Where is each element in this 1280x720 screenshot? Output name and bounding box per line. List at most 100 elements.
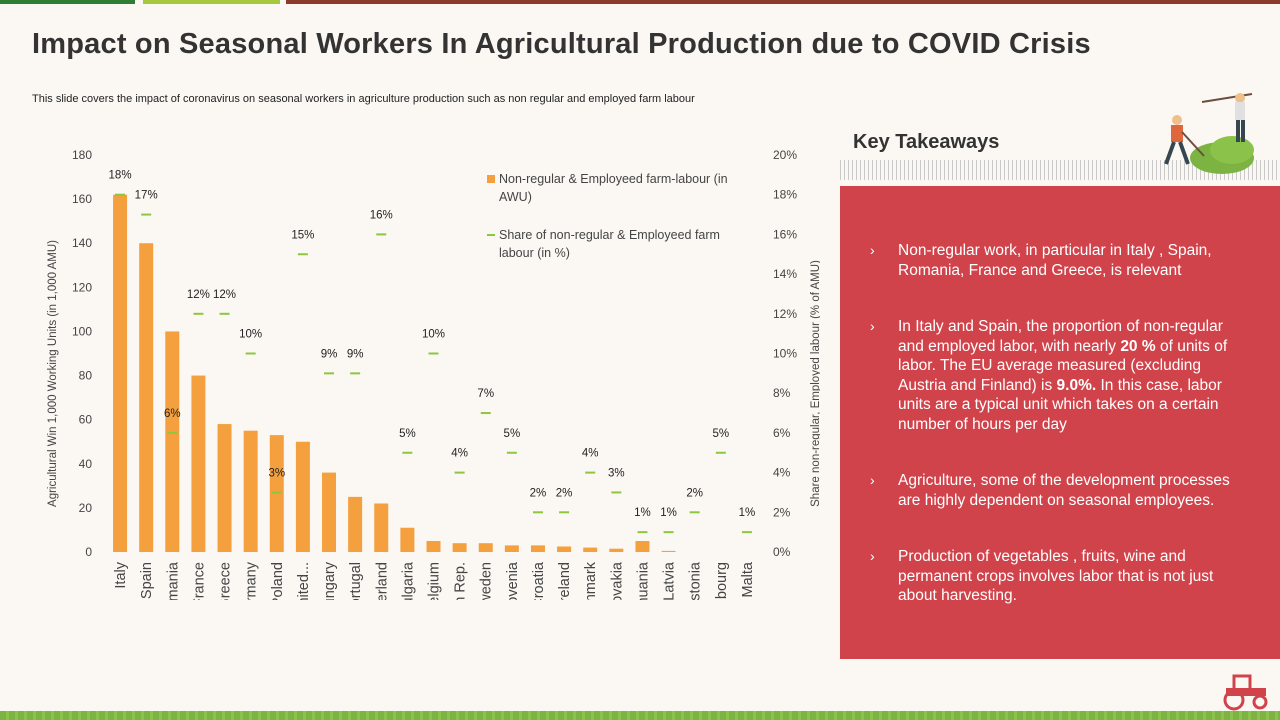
top-accent-bar-brown: [286, 0, 1280, 4]
x-tick-label: Germany: [244, 561, 260, 600]
y2-tick-label: 10%: [773, 347, 797, 361]
y2-tick-label: 18%: [773, 188, 797, 202]
y2-tick-label: 6%: [773, 426, 791, 440]
x-tick-label: France: [191, 562, 207, 600]
takeaway-text: Non-regular work, in particular in Italy…: [898, 242, 1212, 279]
data-label: 16%: [370, 209, 393, 221]
takeaway-text: Agriculture, some of the development pro…: [898, 472, 1230, 509]
x-tick-label: Czech Rep.: [453, 562, 469, 600]
bar: [139, 243, 154, 552]
chevron-right-icon: ›: [870, 472, 875, 488]
y2-tick-label: 20%: [773, 148, 797, 162]
y-tick-label: 20: [79, 501, 93, 515]
y-tick-label: 140: [72, 236, 92, 250]
data-label: 12%: [187, 289, 210, 301]
data-label: 9%: [347, 348, 364, 360]
y2-tick-label: 12%: [773, 307, 797, 321]
x-tick-label: Bulgaria: [400, 561, 416, 600]
x-tick-label: Poland: [270, 562, 286, 600]
data-label: 6%: [164, 408, 181, 420]
data-label: 10%: [422, 329, 445, 341]
data-label: 3%: [268, 467, 285, 479]
bar: [217, 424, 232, 552]
data-label: 12%: [213, 289, 236, 301]
legend-label-bar: Non-regular & Employeed farm-labour (in A…: [499, 172, 728, 204]
data-label: 7%: [477, 388, 494, 400]
data-label: 4%: [451, 448, 468, 460]
takeaway-item: › In Italy and Spain, the proportion of …: [870, 317, 1242, 434]
x-tick-label: Croatia: [531, 561, 547, 600]
y-tick-label: 0: [85, 545, 92, 559]
bar: [165, 331, 180, 552]
tractor-icon: [1223, 674, 1268, 711]
y-tick-label: 60: [79, 413, 93, 427]
legend-label-marker: Share of non-regular & Employeed farm lab…: [499, 228, 720, 260]
data-label: 3%: [608, 467, 625, 479]
bar: [504, 545, 519, 552]
y2-tick-label: 14%: [773, 267, 797, 281]
data-label: 1%: [634, 507, 651, 519]
x-tick-label: Belgium: [427, 562, 443, 600]
x-tick-label: Estonia: [688, 561, 704, 600]
y2-axis-title: Share non-regular, Employed labour (% of…: [810, 260, 820, 507]
bar: [295, 441, 310, 552]
legend-swatch-bar: [487, 175, 495, 183]
x-tick-label: Italy: [113, 561, 129, 588]
data-label: 18%: [109, 170, 132, 182]
bar: [452, 543, 467, 552]
x-tick-label: Slovenia: [505, 561, 521, 600]
x-tick-label: Spain: [139, 562, 155, 599]
bar: [478, 543, 493, 552]
data-label: 5%: [399, 428, 416, 440]
bar: [191, 375, 206, 552]
data-label: 2%: [556, 487, 573, 499]
top-accent-bar-green: [0, 0, 135, 4]
x-tick-label: United...: [296, 562, 312, 600]
y-tick-label: 80: [79, 369, 93, 383]
chevron-right-icon: ›: [870, 242, 875, 258]
y-tick-label: 100: [72, 324, 92, 338]
y2-tick-label: 0%: [773, 545, 791, 559]
takeaway-text: In Italy and Spain, the proportion of no…: [898, 318, 1228, 433]
farmer-illustration-icon: [1164, 93, 1254, 174]
bar: [426, 540, 441, 552]
bar: [661, 550, 676, 552]
data-label: 1%: [660, 507, 677, 519]
x-tick-label: Netherland: [374, 562, 390, 600]
top-accent-bar-lime: [143, 0, 280, 4]
data-label: 17%: [135, 190, 158, 202]
x-tick-label: Slovakia: [609, 561, 625, 600]
bar: [113, 194, 128, 552]
bar: [400, 527, 415, 552]
slide-title: Impact on Seasonal Workers In Agricultur…: [32, 28, 1091, 60]
chevron-right-icon: ›: [870, 318, 875, 334]
y-axis-title: Agricultural Win 1,000 Working Units (in…: [47, 240, 59, 507]
takeaway-item: › Non-regular work, in particular in Ita…: [870, 241, 1242, 280]
y2-tick-label: 8%: [773, 386, 791, 400]
hatch-divider: [840, 160, 1280, 180]
data-label: 5%: [504, 428, 521, 440]
x-tick-label: Sweden: [479, 562, 495, 600]
data-label: 9%: [321, 348, 338, 360]
takeaway-text: Production of vegetables , fruits, wine …: [898, 548, 1214, 604]
y-tick-label: 160: [72, 192, 92, 206]
x-tick-label: Romania: [165, 561, 181, 600]
y2-tick-label: 16%: [773, 227, 797, 241]
bar: [583, 547, 598, 552]
bar-chart: 0 20 40 60 80 100 120 140 160 180 0% 2% 4% 6% 8% 10% 12%…: [47, 148, 820, 600]
slide-subtitle: This slide covers the impact of coronavi…: [32, 93, 695, 105]
bar: [243, 430, 258, 552]
bar: [322, 472, 337, 552]
data-label: 4%: [582, 448, 599, 460]
x-tick-label: Ireland: [557, 562, 573, 600]
x-tick-label: Denmark: [583, 561, 599, 600]
bar: [269, 435, 284, 552]
y2-tick-label: 4%: [773, 466, 791, 480]
x-tick-label: Latvia: [662, 561, 678, 600]
data-label: 1%: [739, 507, 756, 519]
x-tick-label: Luxembourg: [714, 562, 730, 600]
data-label: 5%: [713, 428, 730, 440]
y-tick-label: 40: [79, 457, 93, 471]
x-tick-label: Greece: [218, 562, 234, 600]
x-tick-label: Hungary: [322, 561, 338, 600]
